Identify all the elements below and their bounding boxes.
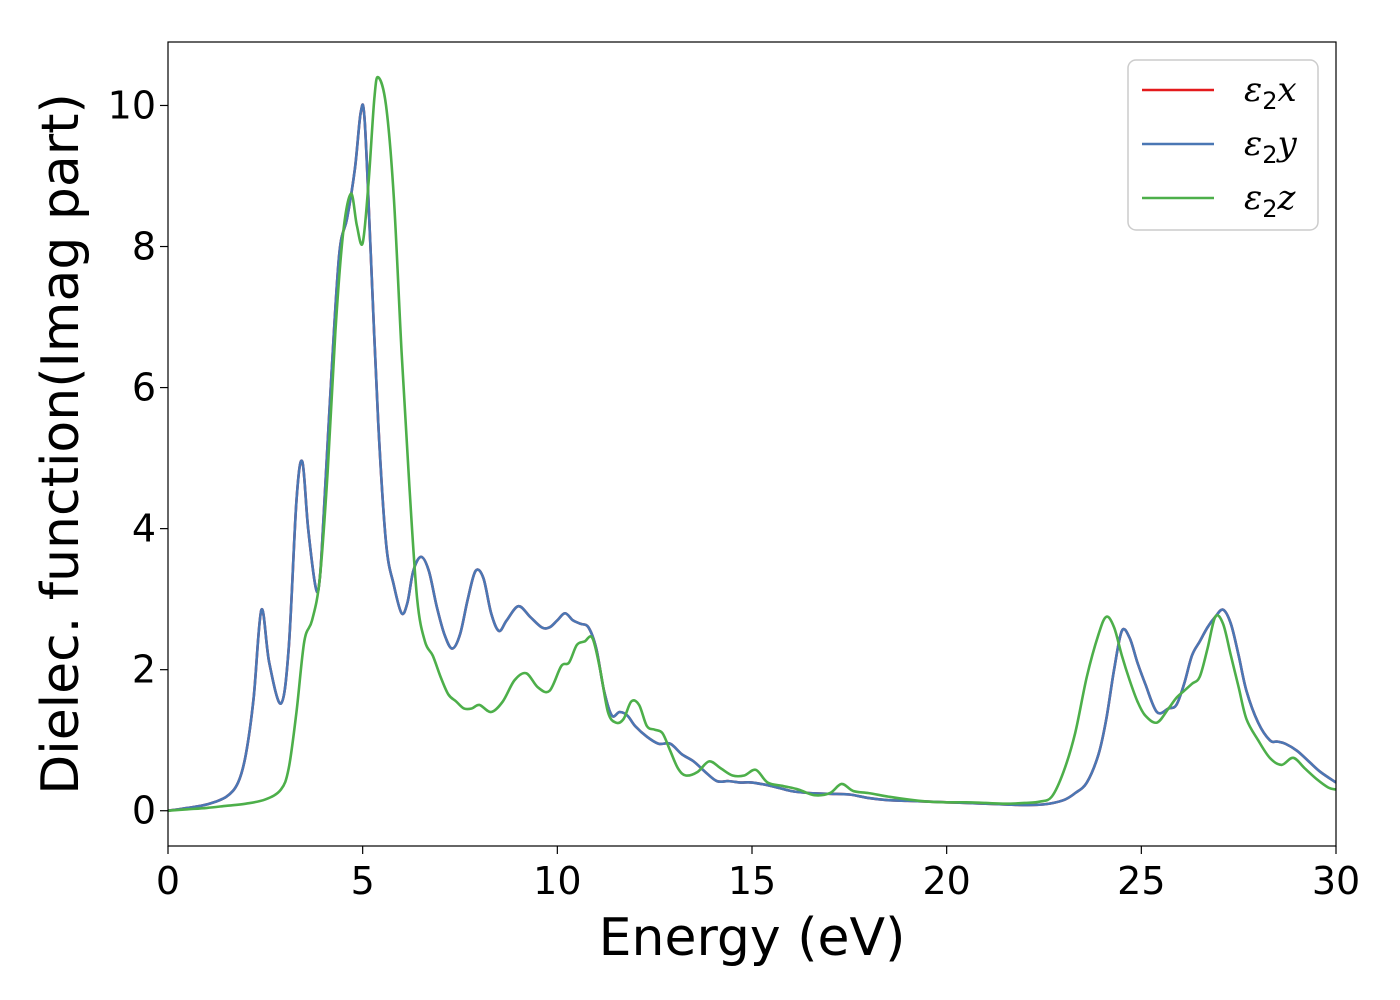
x-tick-label: 5 xyxy=(351,859,375,903)
y-tick-label: 2 xyxy=(132,648,156,692)
y-tick-label: 0 xyxy=(132,789,156,833)
series-line-y xyxy=(168,103,1336,813)
x-tick-label: 10 xyxy=(533,859,581,903)
x-axis-label: Energy (eV) xyxy=(599,908,906,968)
y-tick-label: 8 xyxy=(132,225,156,269)
x-axis: 0 5 10 15 20 25 30 xyxy=(156,846,1360,903)
y-tick-label: 10 xyxy=(108,83,156,127)
series-line-z xyxy=(168,75,1336,813)
y-tick-label: 6 xyxy=(132,366,156,410)
x-tick-label: 0 xyxy=(156,859,180,903)
legend: ε2x ε2y ε2z xyxy=(1127,59,1319,231)
y-axis-label: Dielec. function(Imag part) xyxy=(31,93,91,795)
y-tick-label: 4 xyxy=(132,507,156,551)
y-axis: 0 2 4 6 8 10 xyxy=(108,83,168,833)
x-tick-label: 20 xyxy=(922,859,970,903)
x-tick-label: 30 xyxy=(1312,859,1360,903)
legend-box xyxy=(1127,59,1319,231)
series-layer xyxy=(168,75,1336,813)
x-tick-label: 15 xyxy=(728,859,776,903)
legend-label-z: ε2z xyxy=(1244,178,1297,223)
x-tick-label: 25 xyxy=(1117,859,1165,903)
legend-label-x: ε2x xyxy=(1244,70,1297,115)
legend-entries: ε2x ε2y ε2z xyxy=(1142,70,1298,223)
legend-label-y: ε2y xyxy=(1244,124,1298,169)
